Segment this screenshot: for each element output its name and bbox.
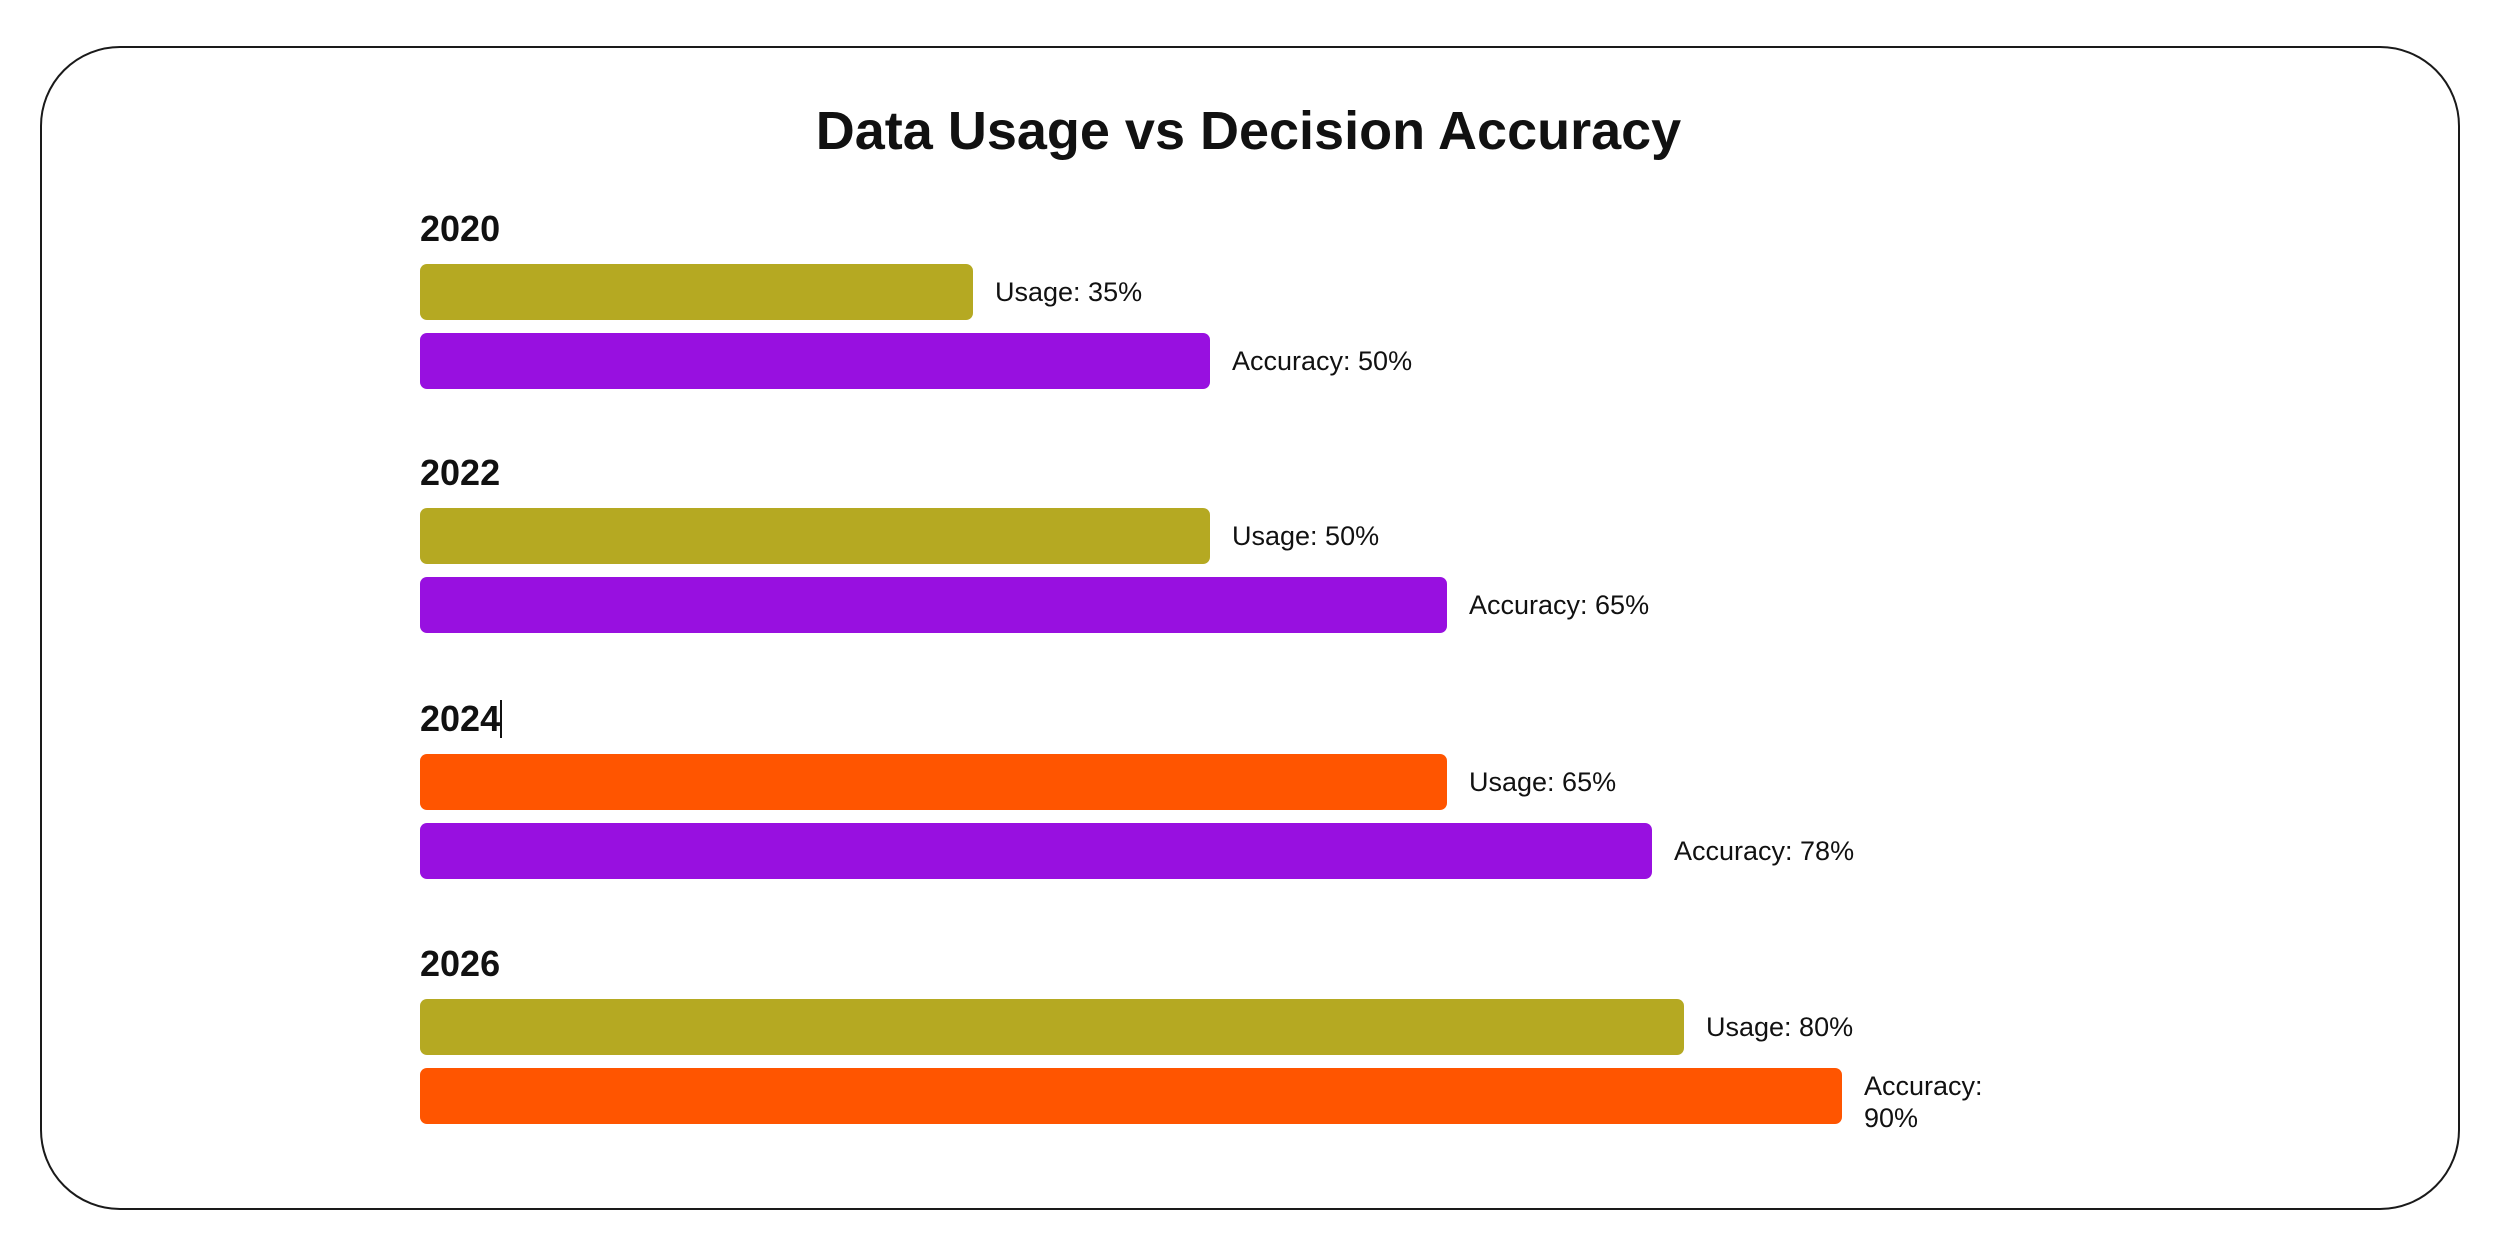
year-label: 2020 bbox=[420, 208, 501, 249]
chart-title: Data Usage vs Decision Accuracy bbox=[815, 101, 1682, 161]
usage-bar bbox=[420, 754, 1447, 810]
year-label: 2026 bbox=[420, 943, 501, 984]
accuracy-value-label: Accuracy: 78% bbox=[1674, 836, 1855, 866]
accuracy-bar bbox=[420, 577, 1447, 633]
accuracy-bar bbox=[420, 823, 1652, 879]
usage-value-label: Usage: 35% bbox=[995, 277, 1143, 307]
accuracy-value-label: Accuracy: 90% bbox=[1864, 1071, 1983, 1133]
usage-bar bbox=[420, 999, 1684, 1055]
usage-bar bbox=[420, 264, 973, 320]
accuracy-value-label: Accuracy: 65% bbox=[1469, 590, 1650, 620]
usage-bar bbox=[420, 508, 1210, 564]
usage-value-label: Usage: 65% bbox=[1469, 767, 1617, 797]
accuracy-bar bbox=[420, 333, 1210, 389]
accuracy-value-label: Accuracy: 50% bbox=[1232, 346, 1413, 376]
year-label: 2022 bbox=[420, 452, 501, 493]
accuracy-bar bbox=[420, 1068, 1842, 1124]
text-cursor bbox=[500, 700, 502, 738]
year-label: 2024 bbox=[420, 698, 501, 739]
usage-value-label: Usage: 50% bbox=[1232, 521, 1380, 551]
usage-value-label: Usage: 80% bbox=[1706, 1012, 1854, 1042]
